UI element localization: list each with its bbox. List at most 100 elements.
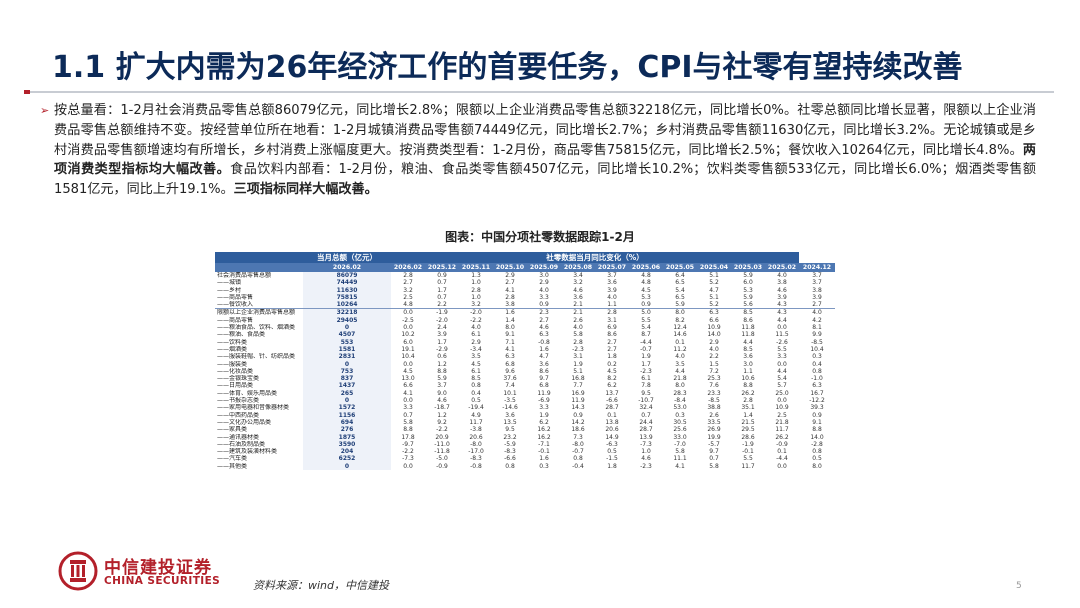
table-cell: -6.3 xyxy=(606,440,618,448)
table-cell: 1.1 xyxy=(743,367,753,375)
table-cell: 3.4 xyxy=(573,272,583,279)
figure-title: 图表：中国分项社零数据跟踪1-2月 xyxy=(445,230,635,244)
table-row: ——建筑及装潢材料类 204 -2.2 -11.8 -17.0 -8.3 -0.1 -0.7 0… xyxy=(215,448,835,456)
table-cell: -7.3 xyxy=(402,455,414,463)
column-header: 2025.02 xyxy=(765,263,800,272)
table-cell: 1.6 xyxy=(493,308,527,317)
column-header: 2024.12 xyxy=(799,263,835,272)
table-column-row: 2026.02 2026.02 2025.12 2025.11 2025.10 2025.… xyxy=(215,263,835,272)
table-cell: -18.7 xyxy=(434,404,450,412)
row-total: 694 xyxy=(303,418,391,427)
table-cell: 4.3 xyxy=(765,308,800,317)
table-cell: 0.9 xyxy=(437,272,447,279)
table-cell: 0.9 xyxy=(812,411,822,419)
source-note: 资料来源：wind，中信建投 xyxy=(253,579,390,592)
row-label: ——商品零售 xyxy=(217,293,254,301)
row-label: ——商品零售 xyxy=(217,316,254,324)
table-cell: -2.0 xyxy=(459,308,493,317)
table-cell: 2.2 xyxy=(709,353,719,361)
table-cell: 3.5 xyxy=(675,360,685,368)
row-total: 753 xyxy=(303,367,391,376)
table-cell: 13.0 xyxy=(401,375,415,383)
table-cell: 3.9 xyxy=(777,293,787,301)
table-cell: 0.1 xyxy=(777,448,787,456)
table-row: ——化妆品类 753 4.5 8.8 6.1 9.6 8.6 5.1 4.5 -2.3 4.4 7.2… xyxy=(215,367,835,376)
table-cell: 6.3 xyxy=(505,353,515,361)
table-cell: 4.8 xyxy=(641,272,651,279)
table-cell: 6.2 xyxy=(607,382,617,390)
table-cell: 4.6 xyxy=(777,286,787,294)
row-label: ——饮料类 xyxy=(217,338,248,346)
table-cell: 1.3 xyxy=(471,272,481,279)
table-cell: 25.6 xyxy=(673,426,687,434)
table-cell: -17.0 xyxy=(468,448,484,456)
table-row: ——粮油食品、饮料、烟酒类 0 0.0 2.4 4.0 8.0 4.6 4.0 6.9 5.4 12… xyxy=(215,324,835,332)
table-cell: 5.7 xyxy=(777,382,787,390)
table-cell: -14.6 xyxy=(502,404,518,412)
row-total: 1572 xyxy=(303,404,391,412)
table-cell: -8.0 xyxy=(470,440,482,448)
table-cell: -0.8 xyxy=(470,462,482,470)
table-cell: 1.0 xyxy=(641,448,651,456)
table-cell: 3.3 xyxy=(777,353,787,361)
table-cell: 7.4 xyxy=(505,382,515,390)
table-cell: 13.8 xyxy=(605,418,619,426)
table-cell: 5.4 xyxy=(777,375,787,383)
table-cell: 6.5 xyxy=(675,279,685,287)
table-cell: 0.1 xyxy=(675,338,685,346)
table-cell: 6.2 xyxy=(539,418,549,426)
table-cell: -5.7 xyxy=(708,440,720,448)
table-cell: 0.9 xyxy=(641,301,651,309)
table-cell: 0.3 xyxy=(539,462,549,470)
table-cell: 4.0 xyxy=(799,308,835,317)
table-cell: 1.0 xyxy=(471,279,481,287)
table-row: ——商品零售 29405 -2.5 -2.0 -2.2 1.4 2.7 2.6 3.1 5.5 8.… xyxy=(215,316,835,325)
table-cell: 28.6 xyxy=(741,433,755,441)
header-yoy: 社零数据当月同比变化（%） xyxy=(391,252,800,263)
row-total: 10264 xyxy=(303,301,391,309)
table-row: ——书报杂志类 0 0.0 4.6 0.5 -3.5 -6.9 11.9 -6.6 -10.7 -8… xyxy=(215,397,835,405)
table-cell: 5.4 xyxy=(675,286,685,294)
table-cell: 6.1 xyxy=(641,375,651,383)
table-cell: 23.3 xyxy=(707,389,721,397)
table-cell: -3.4 xyxy=(470,345,482,353)
row-label: ——服装鞋帽、针、纺织品类 xyxy=(217,353,296,361)
table-cell: 8.0 xyxy=(505,324,515,332)
column-header: 2025.10 xyxy=(493,263,527,272)
table-cell: 10.1 xyxy=(503,389,517,397)
table-cell: 28.7 xyxy=(605,404,619,412)
table-cell: 2.3 xyxy=(527,308,561,317)
table-cell: 3.7 xyxy=(812,279,822,287)
body-emphasis-2: 三项指标同样大幅改善。 xyxy=(233,182,378,198)
table-cell: 6.4 xyxy=(675,272,685,279)
table-cell: 10.2 xyxy=(401,331,415,339)
table-cell: 6.0 xyxy=(403,338,413,346)
table-cell: 3.3 xyxy=(539,404,549,412)
column-header: 2025.11 xyxy=(459,263,493,272)
table-cell: 3.3 xyxy=(403,404,413,412)
row-label: ——金银珠宝类 xyxy=(217,375,260,383)
table-cell: -0.1 xyxy=(742,448,754,456)
table-cell: 6.6 xyxy=(709,316,719,324)
table-cell: 4.1 xyxy=(505,286,515,294)
table-cell: 3.7 xyxy=(437,382,447,390)
table-cell: 3.9 xyxy=(812,293,822,301)
table-cell: 2.7 xyxy=(505,279,515,287)
row-total: 1437 xyxy=(303,382,391,390)
table-cell: -8.3 xyxy=(504,448,516,456)
table-row: ——通讯器材类 1875 17.8 20.9 20.6 23.2 16.2 7.3 14.9 13… xyxy=(215,433,835,441)
table-cell: 3.6 xyxy=(607,279,617,287)
table-cell: 3.8 xyxy=(505,301,515,309)
row-label: ——中西药品类 xyxy=(217,411,260,419)
table-cell: 0.3 xyxy=(812,353,822,361)
table-cell: 0.1 xyxy=(607,411,617,419)
table-cell: 30.5 xyxy=(673,418,687,426)
table-cell: 4.1 xyxy=(505,345,515,353)
table-cell: 28.3 xyxy=(673,389,687,397)
table-row: ——城镇 74449 2.7 0.7 1.0 2.7 2.9 3.2 3.6 4.8 6.5 5.2 6… xyxy=(215,279,835,287)
table-cell: 33.0 xyxy=(673,433,687,441)
table-cell: 9.9 xyxy=(812,331,822,339)
table-cell: 8.0 xyxy=(675,382,685,390)
row-total: 4507 xyxy=(303,331,391,339)
table-cell: 8.2 xyxy=(607,375,617,383)
